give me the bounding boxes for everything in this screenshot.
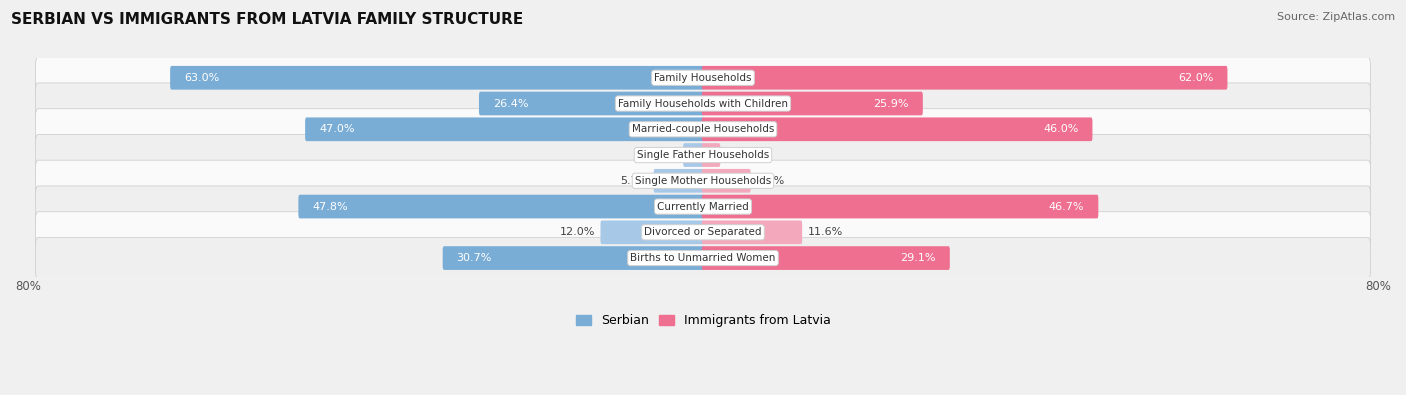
FancyBboxPatch shape (35, 237, 1371, 279)
Text: SERBIAN VS IMMIGRANTS FROM LATVIA FAMILY STRUCTURE: SERBIAN VS IMMIGRANTS FROM LATVIA FAMILY… (11, 12, 523, 27)
FancyBboxPatch shape (298, 195, 704, 218)
FancyBboxPatch shape (702, 92, 922, 115)
FancyBboxPatch shape (35, 212, 1371, 253)
FancyBboxPatch shape (305, 117, 704, 141)
Text: Source: ZipAtlas.com: Source: ZipAtlas.com (1277, 12, 1395, 22)
FancyBboxPatch shape (600, 220, 704, 244)
Text: 47.8%: 47.8% (312, 201, 347, 212)
Text: 11.6%: 11.6% (807, 227, 842, 237)
Text: Single Mother Households: Single Mother Households (636, 176, 770, 186)
Text: 25.9%: 25.9% (873, 98, 908, 109)
FancyBboxPatch shape (443, 246, 704, 270)
Text: 1.9%: 1.9% (725, 150, 754, 160)
Text: 5.5%: 5.5% (756, 176, 785, 186)
Text: Married-couple Households: Married-couple Households (631, 124, 775, 134)
Legend: Serbian, Immigrants from Latvia: Serbian, Immigrants from Latvia (571, 309, 835, 333)
FancyBboxPatch shape (35, 134, 1371, 176)
Text: 12.0%: 12.0% (560, 227, 595, 237)
FancyBboxPatch shape (702, 220, 803, 244)
Text: 47.0%: 47.0% (319, 124, 354, 134)
FancyBboxPatch shape (702, 246, 950, 270)
FancyBboxPatch shape (35, 109, 1371, 150)
Text: 30.7%: 30.7% (457, 253, 492, 263)
Text: 46.7%: 46.7% (1049, 201, 1084, 212)
FancyBboxPatch shape (702, 66, 1227, 90)
FancyBboxPatch shape (479, 92, 704, 115)
FancyBboxPatch shape (170, 66, 704, 90)
FancyBboxPatch shape (683, 143, 704, 167)
Text: Currently Married: Currently Married (657, 201, 749, 212)
Text: Single Father Households: Single Father Households (637, 150, 769, 160)
Text: Family Households: Family Households (654, 73, 752, 83)
Text: Divorced or Separated: Divorced or Separated (644, 227, 762, 237)
Text: Births to Unmarried Women: Births to Unmarried Women (630, 253, 776, 263)
Text: Family Households with Children: Family Households with Children (619, 98, 787, 109)
Text: 46.0%: 46.0% (1043, 124, 1078, 134)
FancyBboxPatch shape (702, 169, 751, 193)
FancyBboxPatch shape (654, 169, 704, 193)
Text: 29.1%: 29.1% (900, 253, 936, 263)
Text: 26.4%: 26.4% (494, 98, 529, 109)
FancyBboxPatch shape (702, 117, 1092, 141)
FancyBboxPatch shape (35, 160, 1371, 201)
FancyBboxPatch shape (702, 195, 1098, 218)
Text: 63.0%: 63.0% (184, 73, 219, 83)
Text: 2.2%: 2.2% (650, 150, 678, 160)
FancyBboxPatch shape (35, 186, 1371, 227)
FancyBboxPatch shape (35, 83, 1371, 124)
Text: 62.0%: 62.0% (1178, 73, 1213, 83)
FancyBboxPatch shape (35, 57, 1371, 98)
Text: 5.7%: 5.7% (620, 176, 648, 186)
FancyBboxPatch shape (702, 143, 720, 167)
